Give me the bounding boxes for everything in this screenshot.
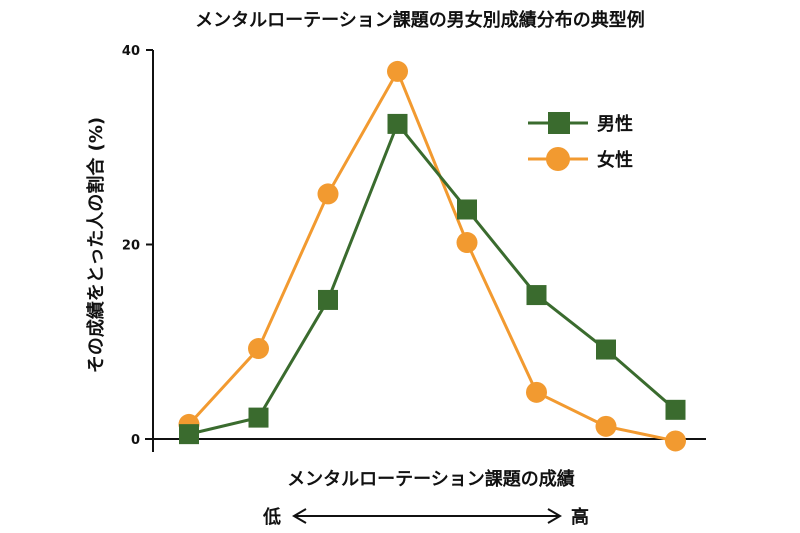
- series-0: [179, 113, 686, 445]
- point-s1-4: [456, 232, 478, 254]
- legend-label-1: 女性: [597, 149, 633, 171]
- point-s0-5: [526, 285, 547, 306]
- y-tick-label-0: 0: [131, 433, 140, 448]
- point-s1-5: [526, 381, 547, 403]
- point-s1-7: [665, 430, 686, 452]
- point-s0-0: [179, 424, 199, 445]
- y-ticks: 0 20 40: [122, 44, 153, 448]
- point-s0-4: [457, 199, 477, 220]
- point-s0-7: [665, 399, 686, 420]
- y-axis-label: その成績をとった人の割合 (%): [85, 117, 107, 373]
- y-tick-label-1: 20: [122, 239, 140, 254]
- range-arrow-right-head: [547, 508, 562, 524]
- point-s1-3: [387, 60, 408, 82]
- point-s0-1: [248, 407, 269, 428]
- point-s1-1: [248, 338, 269, 360]
- point-s0-6: [596, 339, 616, 360]
- series-line-1: [187, 69, 676, 443]
- point-s0-2: [318, 289, 338, 310]
- point-s1-6: [595, 415, 617, 437]
- point-s0-3: [387, 113, 408, 134]
- range-arrow-left-head: [292, 508, 307, 524]
- x-low-label: 低: [262, 506, 281, 528]
- legend-marker-0: [548, 112, 570, 134]
- x-high-label: 高: [571, 506, 589, 528]
- point-s1-2: [317, 183, 339, 205]
- chart-title: メンタルローテーション課題の男女別成績分布の典型例: [195, 9, 645, 31]
- series-line-0: [188, 122, 677, 436]
- series-1: [178, 60, 686, 452]
- y-tick-label-2: 40: [122, 44, 140, 59]
- legend-label-0: 男性: [597, 113, 633, 135]
- series-layer: [178, 60, 686, 452]
- x-axis-label: メンタルローテーション課題の成績: [287, 468, 575, 490]
- legend-marker-1: [546, 147, 570, 171]
